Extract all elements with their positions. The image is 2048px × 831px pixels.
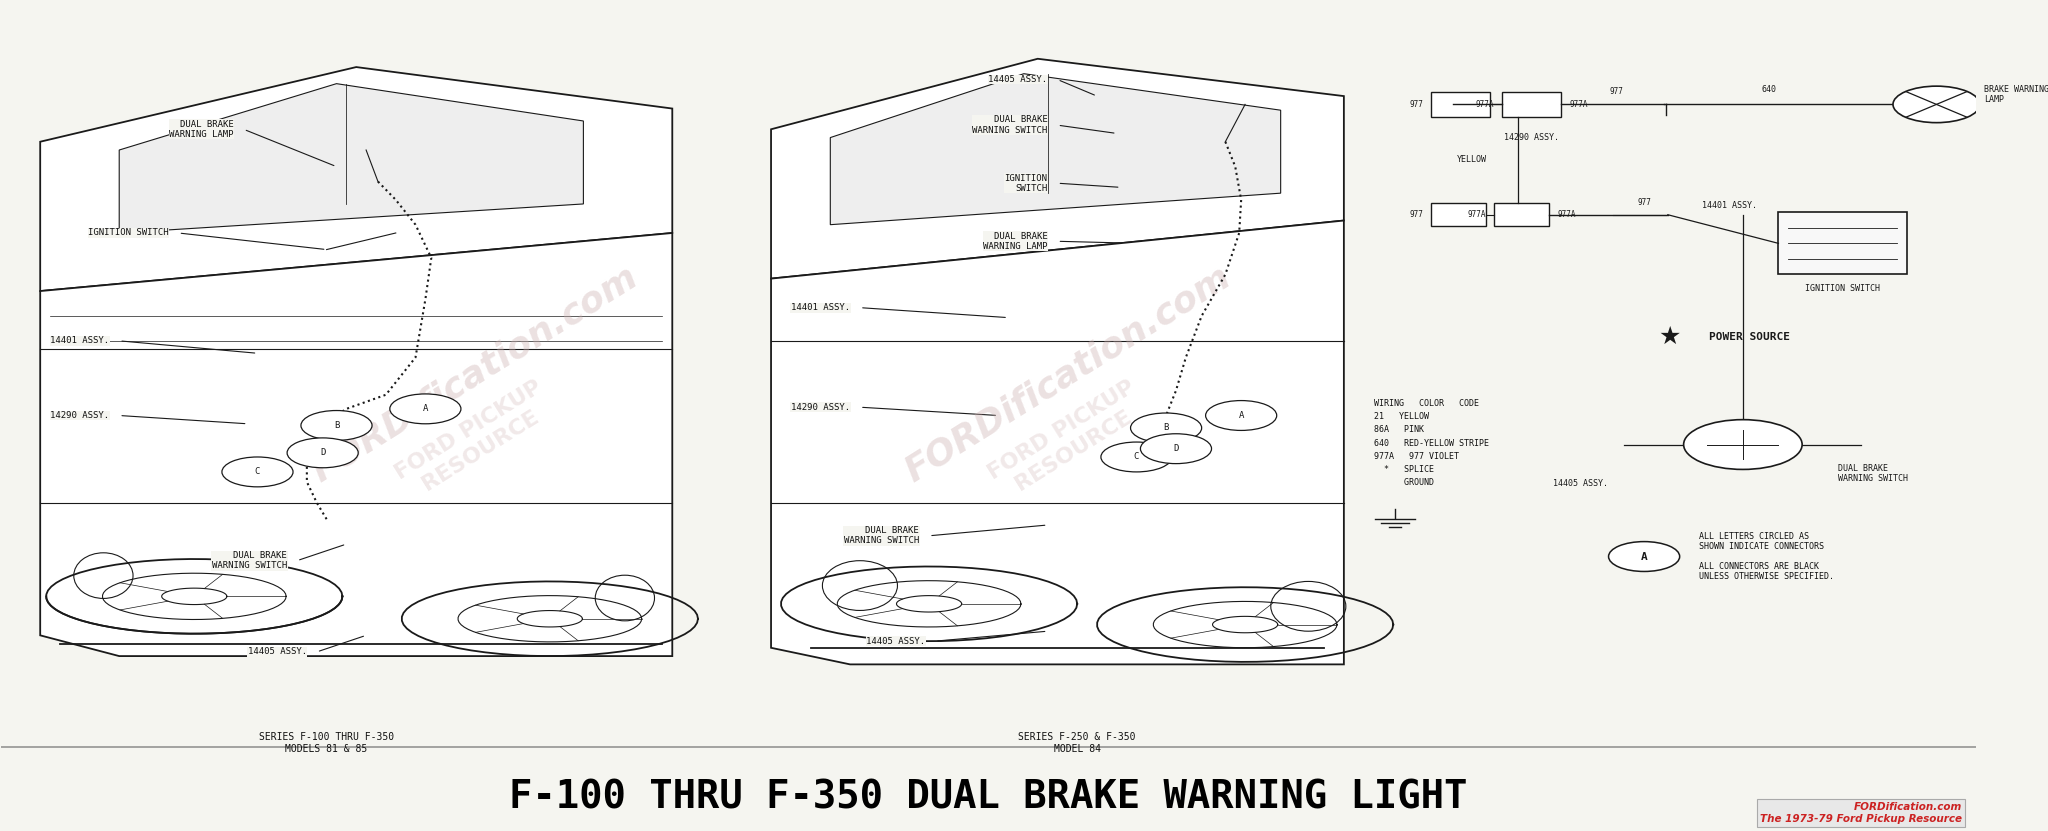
Text: C: C [1135, 453, 1139, 461]
Text: A: A [1640, 552, 1647, 562]
Circle shape [1892, 86, 1980, 123]
Text: DUAL BRAKE
WARNING SWITCH: DUAL BRAKE WARNING SWITCH [844, 526, 920, 545]
Text: 14405 ASSY.: 14405 ASSY. [248, 647, 307, 656]
Text: A: A [422, 405, 428, 413]
Circle shape [1102, 442, 1171, 472]
Text: 640: 640 [1761, 85, 1776, 94]
Circle shape [389, 394, 461, 424]
Text: DUAL BRAKE
WARNING LAMP: DUAL BRAKE WARNING LAMP [983, 232, 1049, 251]
Text: 14401 ASSY.: 14401 ASSY. [51, 337, 109, 346]
Text: 977A: 977A [1569, 100, 1587, 109]
Circle shape [1141, 434, 1212, 464]
Text: YELLOW: YELLOW [1458, 155, 1487, 165]
Text: 977A: 977A [1468, 210, 1487, 219]
Circle shape [221, 457, 293, 487]
Text: 14405 ASSY.: 14405 ASSY. [866, 637, 926, 646]
Circle shape [301, 411, 373, 440]
FancyBboxPatch shape [1432, 203, 1487, 226]
Text: 977: 977 [1610, 86, 1624, 96]
Text: 977: 977 [1409, 100, 1423, 109]
Circle shape [287, 438, 358, 468]
Text: B: B [1163, 424, 1169, 432]
Circle shape [1130, 413, 1202, 443]
Text: A: A [1239, 411, 1243, 420]
Text: 977: 977 [1636, 198, 1651, 207]
Circle shape [1683, 420, 1802, 470]
Text: ALL CONNECTORS ARE BLACK
UNLESS OTHERWISE SPECIFIED.: ALL CONNECTORS ARE BLACK UNLESS OTHERWIS… [1700, 562, 1835, 581]
Text: FORDification.com
The 1973-79 Ford Pickup Resource: FORDification.com The 1973-79 Ford Picku… [1759, 802, 1962, 824]
Text: D: D [319, 449, 326, 457]
Text: FORD PICKUP
RESOURCE: FORD PICKUP RESOURCE [391, 377, 557, 504]
Text: DUAL BRAKE
WARNING LAMP: DUAL BRAKE WARNING LAMP [170, 120, 233, 139]
Polygon shape [41, 233, 672, 656]
Text: B: B [334, 421, 340, 430]
Text: SERIES F-100 THRU F-350
MODELS 81 & 85: SERIES F-100 THRU F-350 MODELS 81 & 85 [258, 732, 393, 754]
Text: IGNITION SWITCH: IGNITION SWITCH [88, 229, 168, 238]
Polygon shape [41, 67, 672, 291]
Text: F-100 THRU F-350 DUAL BRAKE WARNING LIGHT: F-100 THRU F-350 DUAL BRAKE WARNING LIGH… [510, 778, 1468, 816]
FancyBboxPatch shape [1493, 203, 1548, 226]
Text: 14290 ASSY.: 14290 ASSY. [51, 411, 109, 420]
Polygon shape [829, 74, 1280, 224]
Text: FORDification.com: FORDification.com [899, 259, 1237, 489]
Text: 14401 ASSY.: 14401 ASSY. [791, 303, 850, 312]
FancyBboxPatch shape [1501, 92, 1561, 117]
Text: IGNITION
SWITCH: IGNITION SWITCH [1006, 174, 1049, 193]
Text: ALL LETTERS CIRCLED AS
SHOWN INDICATE CONNECTORS: ALL LETTERS CIRCLED AS SHOWN INDICATE CO… [1700, 532, 1825, 551]
Polygon shape [770, 59, 1343, 278]
Text: 14401 ASSY.: 14401 ASSY. [1702, 201, 1757, 210]
Text: D: D [1174, 445, 1180, 453]
Text: 977A: 977A [1475, 100, 1493, 109]
Text: 977A: 977A [1556, 210, 1575, 219]
Text: 14405 ASSY.: 14405 ASSY. [989, 75, 1049, 84]
Text: 977: 977 [1409, 210, 1423, 219]
Polygon shape [770, 220, 1343, 664]
Text: 14405 ASSY.: 14405 ASSY. [1552, 479, 1608, 488]
Circle shape [1608, 542, 1679, 572]
Text: BRAKE WARNING
LAMP: BRAKE WARNING LAMP [1985, 85, 2048, 104]
Text: DUAL BRAKE
WARNING SWITCH: DUAL BRAKE WARNING SWITCH [1837, 464, 1907, 484]
Text: POWER SOURCE: POWER SOURCE [1710, 332, 1790, 342]
Text: DUAL BRAKE
WARNING SWITCH: DUAL BRAKE WARNING SWITCH [973, 116, 1049, 135]
Text: WIRING   COLOR   CODE
21   YELLOW
86A   PINK
640   RED-YELLOW STRIPE
977A   977 : WIRING COLOR CODE 21 YELLOW 86A PINK 640… [1374, 399, 1489, 487]
FancyBboxPatch shape [1778, 212, 1907, 274]
Text: IGNITION SWITCH: IGNITION SWITCH [1804, 284, 1880, 293]
Text: DUAL BRAKE
WARNING SWITCH: DUAL BRAKE WARNING SWITCH [211, 551, 287, 570]
Text: SERIES F-250 & F-350
MODEL 84: SERIES F-250 & F-350 MODEL 84 [1018, 732, 1137, 754]
FancyBboxPatch shape [1432, 92, 1491, 117]
Text: FORD PICKUP
RESOURCE: FORD PICKUP RESOURCE [985, 377, 1151, 504]
Text: 14290 ASSY.: 14290 ASSY. [1503, 133, 1559, 142]
Text: ★: ★ [1659, 325, 1681, 349]
Text: 14290 ASSY.: 14290 ASSY. [791, 403, 850, 411]
Polygon shape [119, 84, 584, 233]
Text: C: C [254, 467, 260, 476]
Text: FORDification.com: FORDification.com [305, 259, 643, 489]
Circle shape [1206, 401, 1276, 430]
